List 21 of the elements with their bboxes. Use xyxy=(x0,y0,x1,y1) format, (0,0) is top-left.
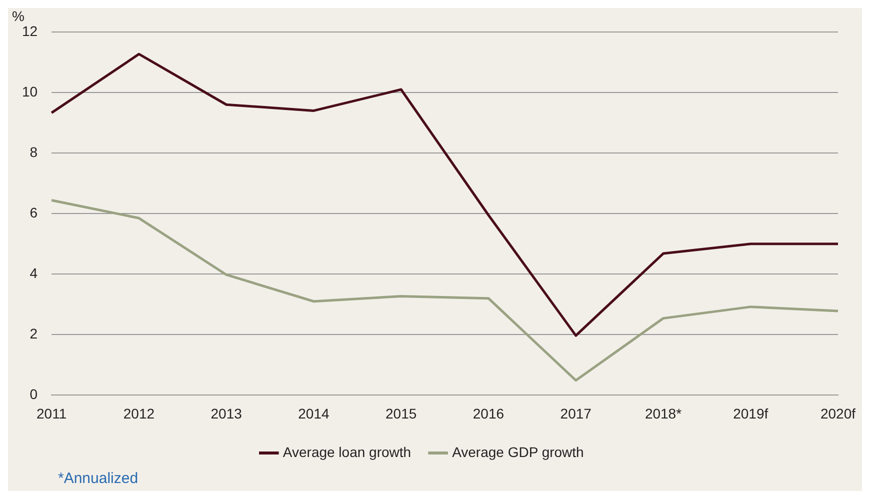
y-tick-label: 4 xyxy=(30,264,38,281)
y-tick-label: 2 xyxy=(30,326,38,342)
y-tick-label: 8 xyxy=(30,144,38,160)
x-tick-label: 2011 xyxy=(36,405,67,422)
text: *Annualized xyxy=(57,470,140,489)
y-tick-label: 10 xyxy=(22,83,38,100)
y-tick-label: 12 xyxy=(22,22,38,39)
x-tick-label: 2012 xyxy=(123,405,155,422)
x-tick-label: 2016 xyxy=(472,405,504,422)
x-tick-label: 2015 xyxy=(386,405,417,422)
x-tick-label: 2019f xyxy=(733,405,768,422)
legend-label: Average GDP growth xyxy=(452,444,584,460)
y-tick-label: 6 xyxy=(30,204,38,220)
x-tick-label: 2014 xyxy=(298,405,330,422)
x-tick-label: 2020f xyxy=(820,405,856,422)
x-tick-label: 2018* xyxy=(644,405,682,422)
legend-label: Average loan growth xyxy=(282,444,412,460)
y-tick-label: 0 xyxy=(30,386,38,402)
x-tick-label: 2017 xyxy=(560,405,592,422)
y-axis-title: % xyxy=(12,8,24,24)
x-tick-label: 2013 xyxy=(210,405,242,422)
